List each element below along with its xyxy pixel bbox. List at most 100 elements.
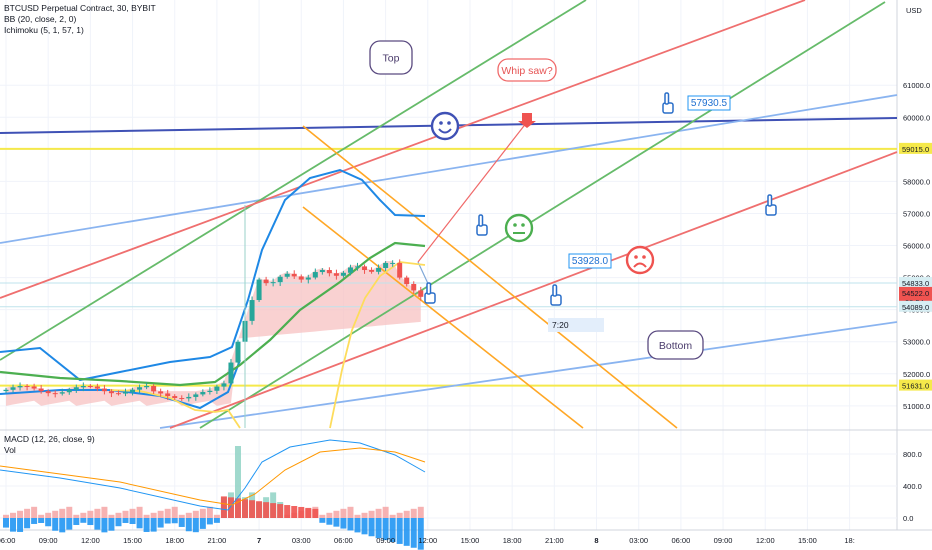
candle-body [179, 398, 185, 400]
macd-histogram-bar [333, 518, 340, 527]
volume-bar [199, 508, 206, 518]
sad-face-icon-eye [642, 255, 646, 259]
legend-bb: BB (20, close, 2, 0) [4, 14, 77, 24]
candle-body [355, 266, 360, 268]
volume-bar [410, 508, 417, 518]
price-tick-label: 56000.0 [903, 242, 930, 251]
time-tick-label: 18:00 [165, 536, 184, 545]
candle-body [383, 262, 389, 268]
macd-histogram-bar [185, 518, 192, 532]
volume-bar [326, 512, 333, 518]
candle-body [319, 270, 325, 273]
candle-body [186, 396, 192, 399]
candle-body [235, 341, 241, 363]
red-trendline-upper [0, 0, 806, 299]
legend-symbol: BTCUSD Perpetual Contract, 30, BYBIT [4, 3, 156, 13]
legend-macd: MACD (12, 26, close, 9) [4, 434, 95, 444]
macd-histogram-bar [94, 518, 101, 530]
candle-body [10, 387, 16, 390]
volume-bar [340, 508, 347, 518]
drawn-trendlines[interactable] [0, 0, 898, 429]
macd-histogram-bar [73, 518, 80, 525]
price-tick-label: 58000.0 [903, 177, 930, 186]
candle-body [52, 393, 58, 395]
candles[interactable] [3, 205, 424, 428]
orange-trendline-lower [302, 206, 584, 429]
macd-histogram-bar [171, 518, 178, 524]
candle-body [94, 386, 100, 389]
candle-body [80, 385, 86, 388]
candle-body [59, 392, 65, 394]
time-tick-label: 18: [844, 536, 854, 545]
volume-bar [178, 514, 185, 518]
candle-body [291, 273, 297, 277]
candle-body [376, 267, 382, 272]
candle-body [411, 284, 417, 291]
volume-bar [38, 514, 45, 518]
legend-ichimoku: Ichimoku (5, 1, 57, 1) [4, 25, 84, 35]
candle-body [144, 385, 150, 388]
bb-upper [0, 168, 426, 382]
candle-body [3, 389, 9, 392]
macd-histogram-bar [234, 498, 241, 518]
time-tick-label: 18:00 [503, 536, 522, 545]
candle-body [249, 300, 255, 321]
macd-histogram-bar [326, 518, 333, 525]
volume-bar [164, 508, 171, 518]
candle-body [115, 393, 121, 395]
happy-face-icon-outline [430, 111, 460, 141]
volume-bar [143, 514, 150, 518]
macd-histogram-bar [417, 518, 424, 550]
macd-histogram-bar [375, 518, 382, 539]
annotations[interactable]: Top Whip saw? Bottom 57930.5 53928.0 7:20 [369, 40, 777, 360]
candle-body [108, 391, 114, 394]
candle-body [404, 277, 410, 285]
macd-histogram-bar [396, 518, 403, 544]
neutral-face-icon-eye [513, 223, 517, 227]
hand-pointer-icon-finger [426, 282, 432, 295]
candle-body [101, 388, 107, 392]
hand-pointer-icon [662, 92, 674, 114]
candle-body [418, 290, 424, 297]
candle-body [326, 270, 332, 274]
whipsaw-bubble[interactable]: Whip saw? [497, 58, 557, 82]
volume-bar [375, 508, 382, 518]
volume-bar [206, 506, 213, 518]
bottom-bubble[interactable]: Bottom [647, 330, 704, 360]
macd-histogram-bar [129, 518, 136, 524]
candle-body [165, 393, 171, 397]
time-tick-label: 03:00 [629, 536, 648, 545]
candle-body [17, 386, 23, 388]
price-label-lower-box [568, 253, 612, 269]
macd-histogram-bar [256, 501, 263, 518]
price-label-upper: 57930.5 [691, 98, 728, 109]
top-bubble[interactable]: Top [369, 40, 413, 75]
macd-histogram-bar [45, 518, 52, 527]
lightblue-trendline-lower [159, 321, 898, 429]
red-trendline-lower [169, 151, 898, 429]
macd-histogram-bar [38, 518, 45, 523]
volume-bar [129, 508, 136, 518]
candle-body [263, 279, 269, 284]
volume-bar [73, 514, 80, 518]
lightblue-trendline-upper [0, 94, 898, 244]
candle-body [66, 389, 72, 393]
macd-tick-label: 800.0 [903, 450, 922, 459]
currency-label: USD [906, 6, 922, 15]
time-tick-label: 15:00 [123, 536, 142, 545]
volume-bar [115, 512, 122, 518]
macd-histogram-bar [143, 518, 150, 532]
candle-body [123, 392, 129, 394]
macd-histogram-bar [122, 518, 129, 523]
hand-pointer-icon [550, 284, 562, 306]
volume-bar [3, 514, 9, 518]
candle-body [312, 272, 318, 278]
volume-bar [354, 514, 361, 518]
whipsaw-bubble-box [497, 58, 557, 82]
candle-body [24, 386, 30, 388]
candle-body [333, 273, 339, 276]
time-tick-label: 21:00 [545, 536, 564, 545]
neutral-face-icon-outline [504, 213, 534, 243]
macd-histogram-bar [31, 518, 38, 524]
